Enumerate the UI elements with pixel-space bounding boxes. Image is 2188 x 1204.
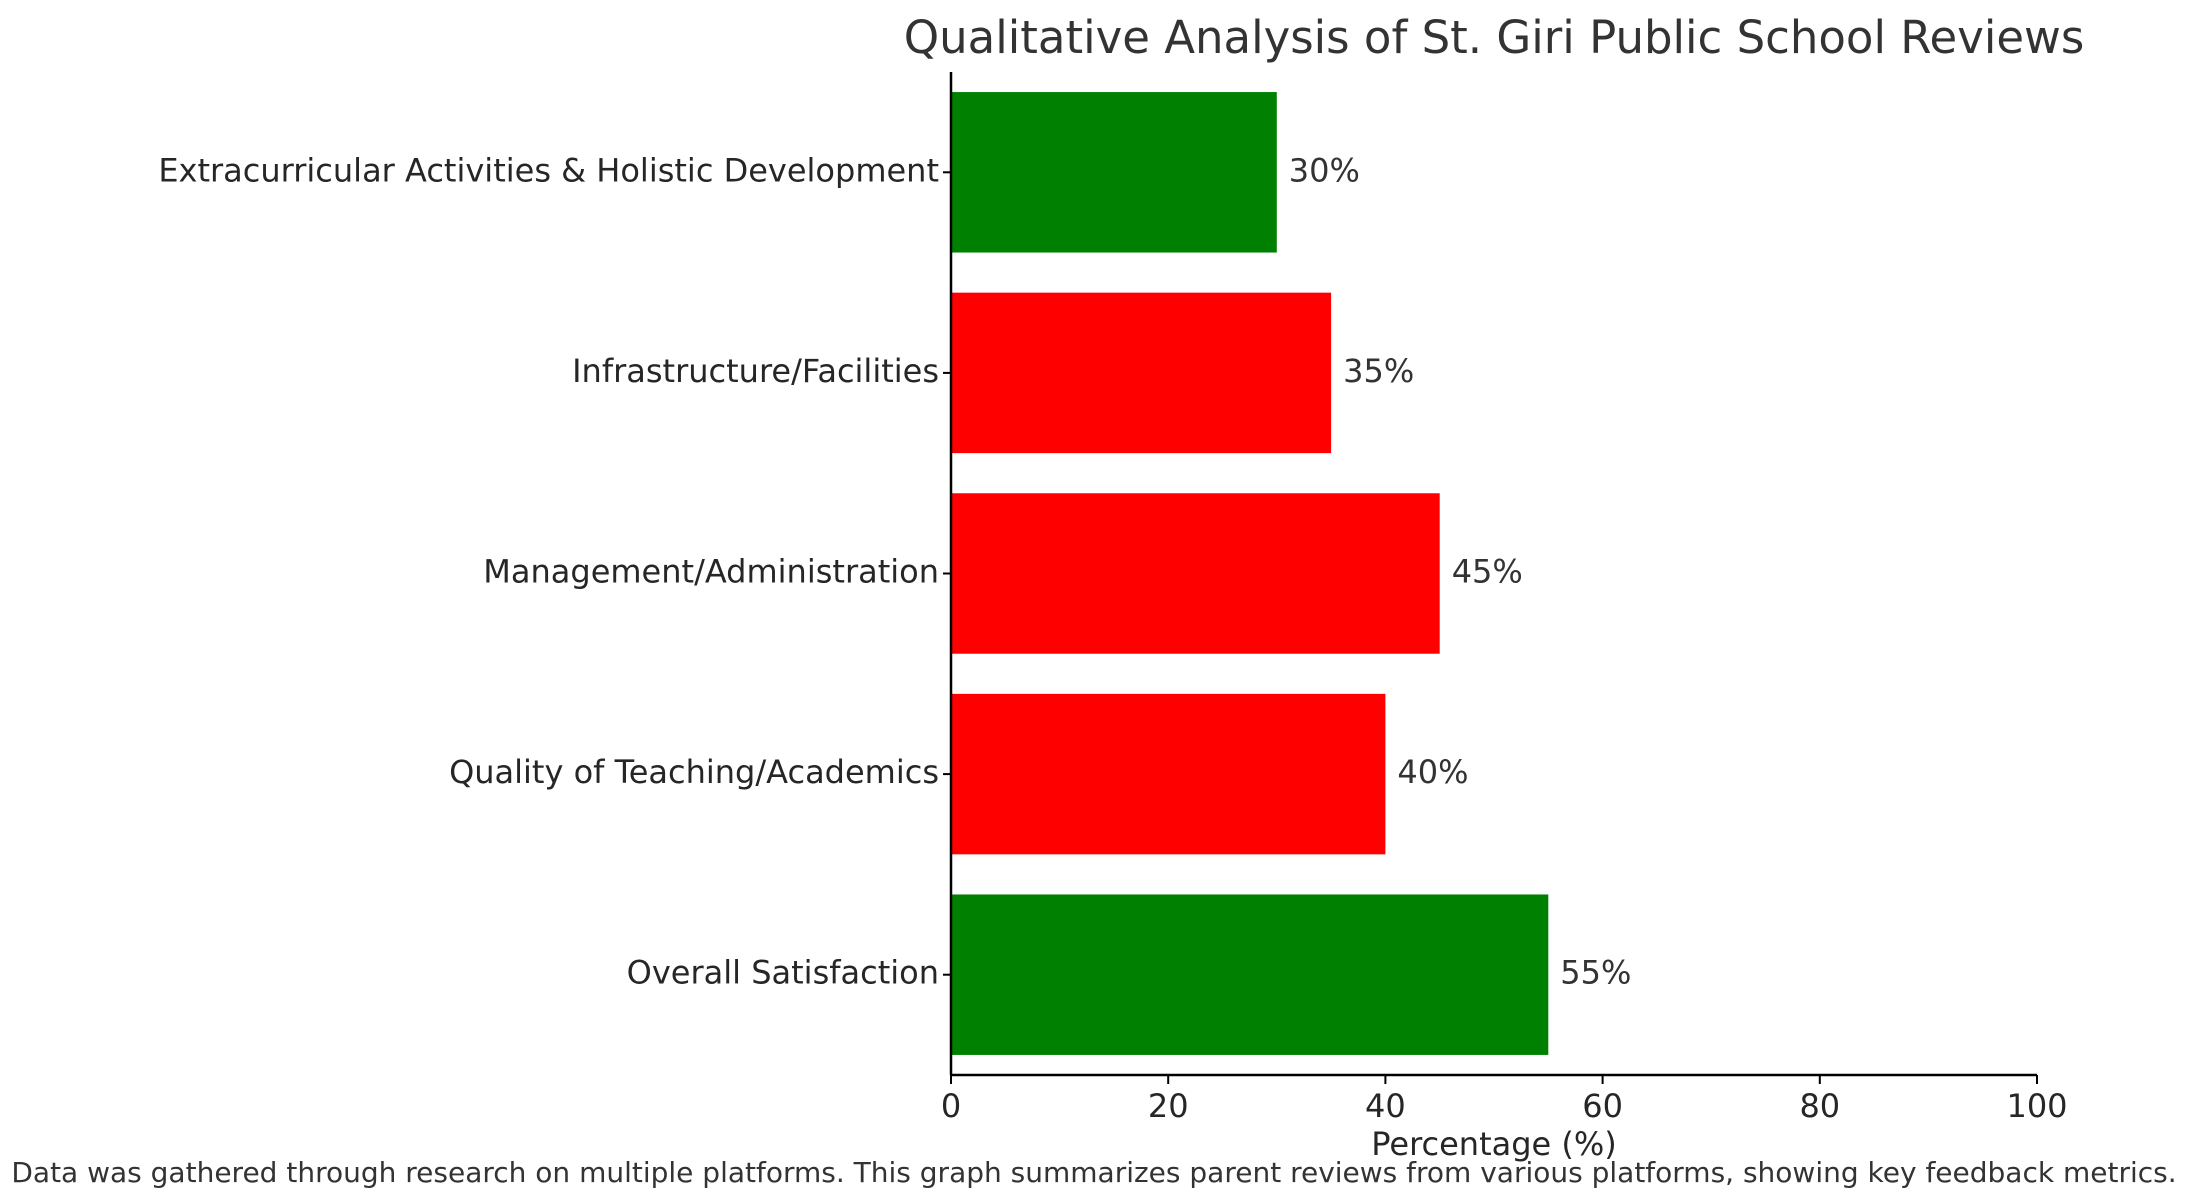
bar xyxy=(951,894,1549,1055)
footnote: Data was gathered through research on mu… xyxy=(11,1156,2176,1189)
category-label: Infrastructure/Facilities xyxy=(572,352,939,390)
category-label: Overall Satisfaction xyxy=(627,954,939,992)
x-tick-label: 100 xyxy=(2006,1087,2067,1125)
category-label: Quality of Teaching/Academics xyxy=(449,753,939,791)
value-labels-group: 55% 40% 45% 35% 30% xyxy=(1289,151,1632,991)
category-labels-group: Overall Satisfaction Quality of Teaching/… xyxy=(158,151,951,992)
x-tick-label: 0 xyxy=(941,1087,961,1125)
category-label: Extracurricular Activities & Holistic De… xyxy=(158,151,939,189)
bar-value-label: 35% xyxy=(1343,352,1414,390)
x-axis-label: Percentage (%) xyxy=(1371,1125,1617,1163)
bar xyxy=(951,92,1277,253)
x-tick-label: 20 xyxy=(1148,1087,1189,1125)
bar xyxy=(951,693,1386,855)
bar xyxy=(951,292,1332,454)
bar-value-label: 55% xyxy=(1560,954,1631,992)
x-tick-label: 60 xyxy=(1582,1087,1623,1125)
bar xyxy=(951,493,1440,654)
bars-group xyxy=(951,92,1549,1055)
x-tick-label: 40 xyxy=(1365,1087,1406,1125)
x-tick-label: 80 xyxy=(1799,1087,1840,1125)
x-axis-ticks-group: 0 20 40 60 80 100 xyxy=(941,1075,2068,1125)
category-label: Management/Administration xyxy=(483,553,939,591)
bar-value-label: 45% xyxy=(1452,553,1523,591)
bar-value-label: 40% xyxy=(1397,753,1468,791)
bar-value-label: 30% xyxy=(1289,151,1360,189)
chart-title: Qualitative Analysis of St. Giri Public … xyxy=(904,11,2085,64)
